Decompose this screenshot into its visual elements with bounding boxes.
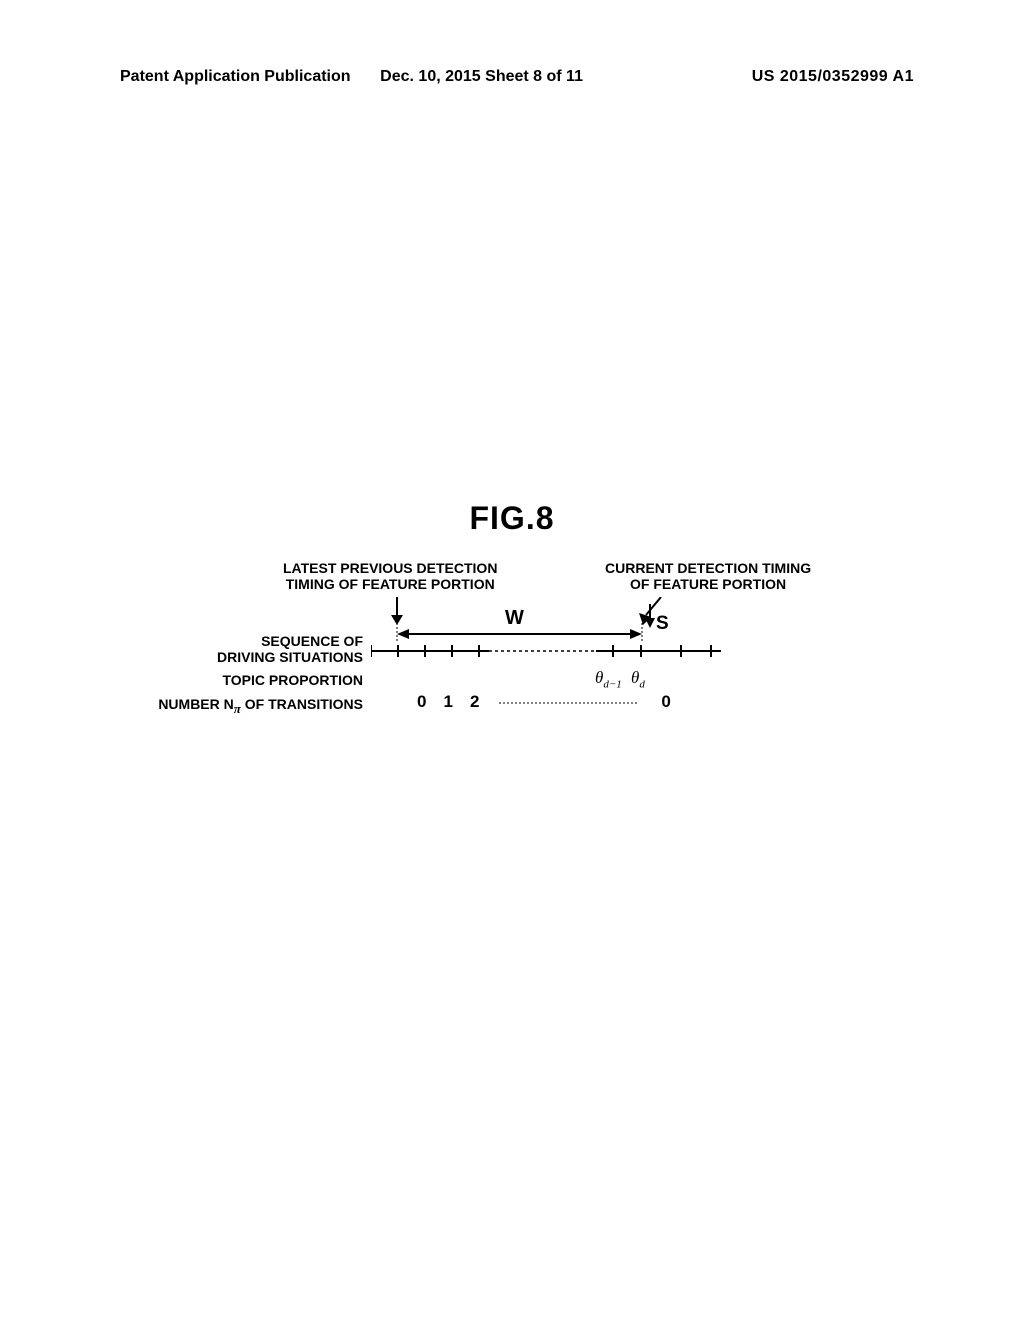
right-top-label: CURRENT DETECTION TIMING OF FEATURE PORT… [605, 560, 811, 592]
sequence-line1: SEQUENCE OF [261, 633, 363, 649]
topic-label: TOPIC PROPORTION [115, 672, 363, 688]
num-2: 2 [470, 692, 479, 712]
figure-label: FIG.8 [469, 500, 554, 537]
page-header: Patent Application Publication Dec. 10, … [0, 68, 1024, 86]
transitions-label: NUMBER Nπ OF TRANSITIONS [115, 696, 363, 717]
w-span-arrow [397, 627, 642, 641]
arrow-down-left-icon [387, 597, 407, 625]
transitions-post: OF TRANSITIONS [241, 696, 363, 712]
sequence-line2: DRIVING SITUATIONS [217, 649, 363, 665]
transitions-pre: NUMBER N [158, 696, 233, 712]
timeline-axis [371, 645, 721, 665]
theta-d-minus-1: θd−1 [595, 668, 622, 690]
theta-row: θd−1 θd [595, 668, 650, 690]
s-marker: S [656, 613, 669, 635]
left-top-line1: LATEST PREVIOUS DETECTION [283, 560, 497, 576]
right-top-line1: CURRENT DETECTION TIMING [605, 560, 811, 576]
row-labels-column: SEQUENCE OF DRIVING SITUATIONS TOPIC PRO… [115, 633, 363, 717]
dashed-vertical-right [640, 623, 644, 641]
theta-d: θd [631, 668, 645, 690]
transitions-pi: π [234, 701, 241, 716]
num-1: 1 [443, 692, 452, 712]
theta-sub-1: d−1 [603, 678, 621, 690]
header-right-text: US 2015/0352999 A1 [752, 68, 914, 86]
dotted-continuation [499, 701, 639, 705]
num-zero-right: 0 [661, 692, 670, 712]
right-top-line2: OF FEATURE PORTION [630, 576, 786, 592]
dashed-vertical-left [395, 623, 399, 641]
left-top-line2: TIMING OF FEATURE PORTION [286, 576, 495, 592]
theta-sub-2: d [639, 678, 645, 690]
header-center-text: Dec. 10, 2015 Sheet 8 of 11 [380, 68, 583, 86]
transitions-number-row: 0 1 2 0 [417, 692, 671, 712]
left-top-label: LATEST PREVIOUS DETECTION TIMING OF FEAT… [283, 560, 497, 592]
sequence-label: SEQUENCE OF DRIVING SITUATIONS [115, 633, 363, 665]
num-0: 0 [417, 692, 426, 712]
header-left-text: Patent Application Publication [120, 68, 351, 86]
